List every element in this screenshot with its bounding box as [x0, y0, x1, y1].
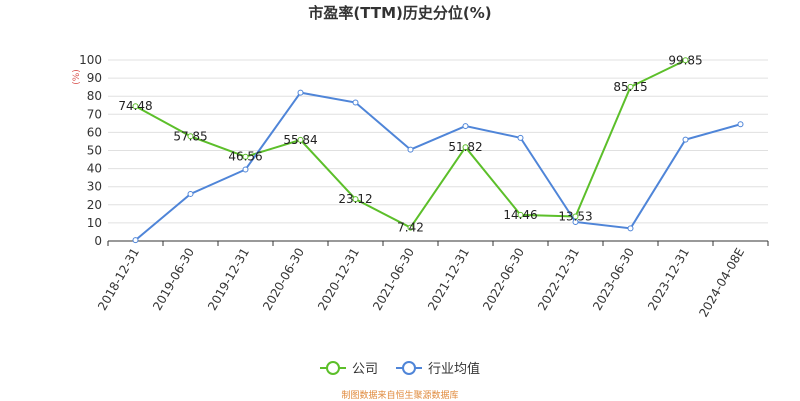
legend-label: 行业均值	[428, 362, 481, 377]
data-point	[572, 218, 579, 225]
y-axis-unit: (%)	[72, 69, 82, 85]
data-label: 85.15	[613, 80, 647, 94]
data-point	[737, 121, 744, 128]
data-point	[242, 166, 249, 173]
data-point	[132, 237, 139, 244]
data-label: 13.53	[558, 210, 592, 224]
grid-lines	[108, 59, 768, 242]
x-tick-label: 2021-06-30	[370, 246, 417, 313]
data-label: 7.42	[397, 221, 424, 235]
x-tick-label: 2019-12-31	[205, 246, 252, 313]
x-tick-label: 2022-06-30	[480, 246, 527, 313]
y-tick-label: 40	[87, 162, 102, 176]
source-note: 制图数据来自恒生聚源数据库	[341, 391, 459, 401]
x-tick-label: 2019-06-30	[150, 246, 197, 313]
y-tick-label: 0	[94, 234, 102, 248]
legend-swatch-icon	[319, 360, 346, 375]
y-tick-label: 70	[87, 107, 102, 121]
data-label: 74.48	[118, 99, 152, 113]
data-label: 46.56	[228, 150, 262, 164]
data-label: 23.12	[338, 192, 372, 206]
y-tick-label: 20	[87, 198, 102, 212]
data-point	[352, 99, 359, 106]
data-point	[187, 190, 194, 197]
y-tick-label: 90	[87, 71, 102, 85]
y-tick-label: 50	[87, 144, 102, 158]
legend: 公司 行业均值	[0, 358, 800, 377]
x-tick-label: 2022-12-31	[535, 246, 582, 313]
data-point	[352, 196, 359, 203]
data-label: 51.82	[448, 140, 482, 154]
data-point	[517, 211, 524, 218]
x-tick-label: 2021-12-31	[425, 246, 472, 313]
data-point	[462, 123, 469, 130]
x-tick-label: 2023-12-31	[645, 246, 692, 313]
data-point	[407, 146, 414, 153]
y-tick-label: 80	[87, 89, 102, 103]
x-tick-label: 2020-06-30	[260, 246, 307, 313]
data-label: 55.84	[283, 133, 317, 147]
data-point	[517, 134, 524, 141]
y-tick-label: 60	[87, 125, 102, 139]
data-point	[132, 103, 139, 110]
data-label: 14.46	[503, 208, 537, 222]
x-tick-label: 2020-12-31	[315, 246, 362, 313]
y-tick-label: 100	[79, 53, 102, 67]
y-tick-label: 30	[87, 180, 102, 194]
data-point	[627, 225, 634, 232]
data-point	[297, 136, 304, 143]
data-point	[407, 224, 414, 231]
x-tick-label: 2024-04-08E	[696, 246, 747, 320]
data-point	[682, 136, 689, 143]
data-point	[242, 153, 249, 160]
series-line-1	[134, 91, 741, 241]
chart-title: 市盈率(TTM)历史分位(%)	[308, 4, 492, 22]
legend-item-1[interactable]: 行业均值	[396, 358, 480, 377]
data-labels: 74.48 57.85 46.56 55.84 23.12 7.42 51.82 14.46 1…	[118, 53, 702, 234]
series-line-0	[135, 59, 686, 229]
series-lines	[132, 57, 744, 244]
legend-item-0[interactable]: 公司	[319, 358, 378, 377]
data-point	[682, 57, 689, 64]
data-label: 57.85	[173, 129, 207, 143]
data-point	[462, 144, 469, 151]
legend-label: 公司	[351, 362, 378, 377]
data-point	[187, 133, 194, 140]
data-label: 99.85	[668, 53, 702, 67]
x-tick-label: 2023-06-30	[590, 246, 637, 313]
data-point	[627, 83, 634, 90]
x-tick-label: 2018-12-31	[95, 246, 142, 313]
y-tick-label: 10	[87, 216, 102, 230]
legend-swatch-icon	[396, 360, 422, 375]
data-point	[297, 89, 304, 96]
